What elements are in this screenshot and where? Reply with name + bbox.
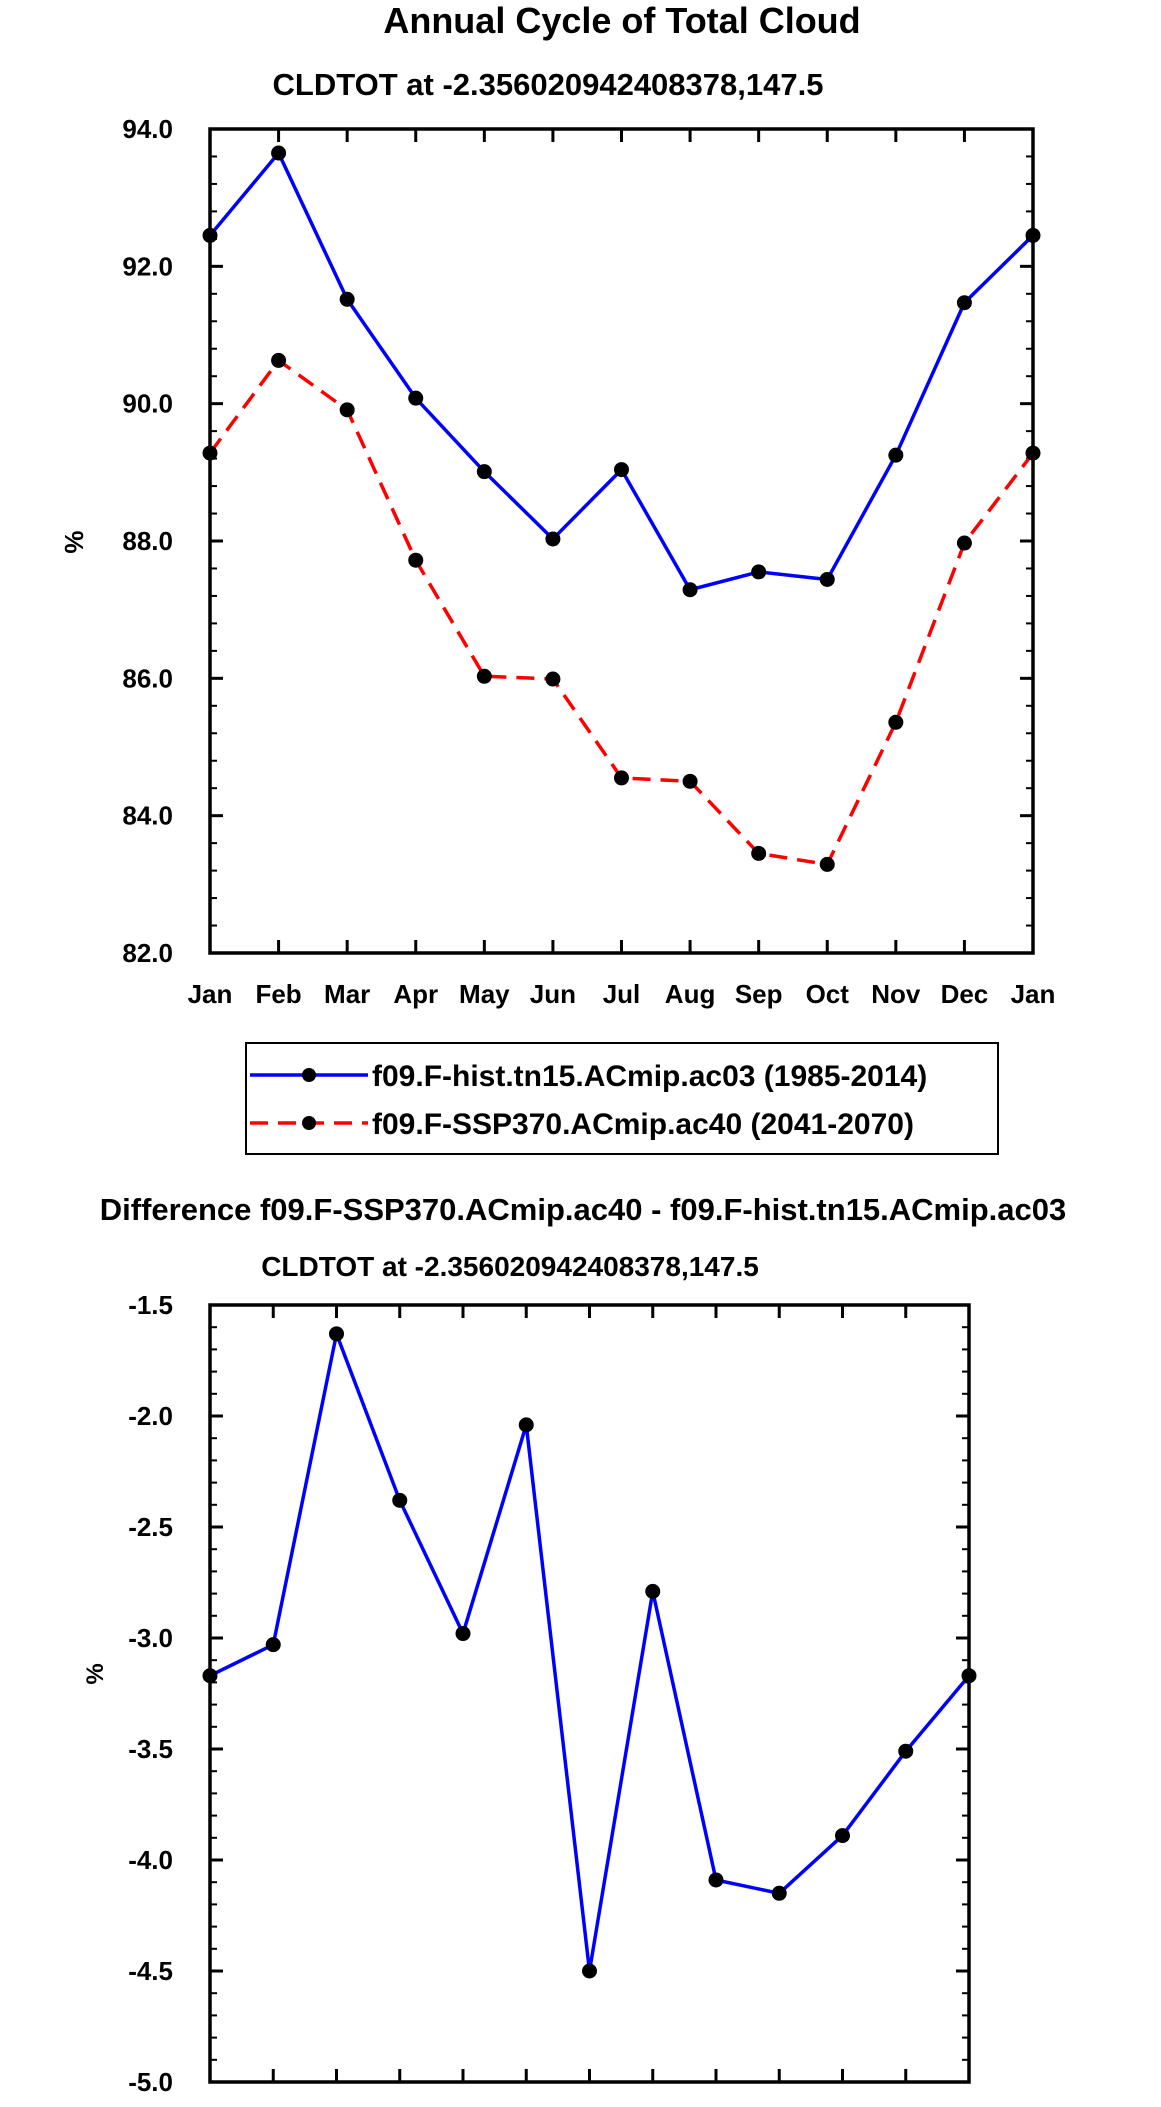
chart2-ticks: JanFebMarAprMayJunJulAugSepOctNovDecJan-… xyxy=(128,1290,971,2097)
y-tick-label: 82.0 xyxy=(122,938,173,968)
x-tick-label: Dec xyxy=(941,979,989,1009)
data-point xyxy=(888,714,904,730)
data-point xyxy=(956,535,972,551)
chart1-subtitle: CLDTOT at -2.356020942408378,147.5 xyxy=(273,67,824,102)
y-tick-label: 86.0 xyxy=(122,663,173,693)
x-tick-label: Feb xyxy=(255,979,301,1009)
data-point xyxy=(265,1637,281,1653)
data-point xyxy=(582,1963,597,1979)
data-point xyxy=(956,295,972,311)
chart1-title: Annual Cycle of Total Cloud xyxy=(383,0,860,41)
x-tick-label: Jan xyxy=(188,979,233,1009)
y-tick-label: -2.0 xyxy=(128,1401,173,1431)
legend-marker-ssp370 xyxy=(302,1116,316,1130)
chart1-y-axis-label: % xyxy=(59,530,89,553)
data-point xyxy=(682,582,698,598)
data-point xyxy=(771,1885,787,1901)
data-point xyxy=(898,1743,914,1759)
data-point xyxy=(614,770,629,786)
x-tick-label: Sep xyxy=(735,979,783,1009)
x-tick-label: Mar xyxy=(324,979,370,1009)
data-point xyxy=(751,564,767,580)
x-tick-label: Jan xyxy=(1011,979,1056,1009)
data-point xyxy=(408,552,424,568)
legend-entry-ssp370: f09.F-SSP370.ACmip.ac40 (2041-2070) xyxy=(250,1108,914,1141)
data-point xyxy=(392,1492,408,1508)
y-tick-label: -3.5 xyxy=(128,1734,173,1764)
y-tick-label: 90.0 xyxy=(122,389,173,419)
y-tick-label: 88.0 xyxy=(122,526,173,556)
x-tick-label: Jun xyxy=(530,979,576,1009)
data-point xyxy=(614,462,629,478)
data-point xyxy=(819,571,835,587)
y-tick-label: -5.0 xyxy=(128,2067,173,2097)
chart1-legend: f09.F-hist.tn15.ACmip.ac03 (1985-2014) f… xyxy=(245,1042,999,1155)
data-point xyxy=(835,1828,850,1844)
data-point xyxy=(819,856,835,872)
y-tick-label: -4.5 xyxy=(128,1956,173,1986)
data-point xyxy=(518,1417,534,1433)
legend-box xyxy=(245,1042,999,1155)
data-point xyxy=(408,390,424,406)
y-tick-label: -2.5 xyxy=(128,1512,173,1542)
legend-entry-hist: f09.F-hist.tn15.ACmip.ac03 (1985-2014) xyxy=(250,1060,927,1093)
data-point xyxy=(645,1583,661,1599)
chart1-ticks: Jan Feb Mar Apr May Jun Jul Aug Sep Oct Nov Dec Jan 8… xyxy=(122,114,1055,1009)
data-point xyxy=(476,668,492,684)
y-tick-label: 84.0 xyxy=(122,801,173,831)
chart1-plot-frame xyxy=(208,127,1035,955)
data-point xyxy=(455,1626,471,1642)
x-tick-label: Aug xyxy=(665,979,716,1009)
data-point xyxy=(339,402,355,418)
data-point xyxy=(682,773,698,789)
y-tick-label: -4.0 xyxy=(128,1845,173,1875)
data-point xyxy=(476,464,492,480)
chart2-title: Difference f09.F-SSP370.ACmip.ac40 - f09… xyxy=(100,1192,1067,1227)
chart2-y-axis-label: % xyxy=(82,1663,109,1684)
data-point xyxy=(545,531,561,547)
chart2-plot-frame xyxy=(208,1303,971,2084)
legend-label-ssp370: f09.F-SSP370.ACmip.ac40 (2041-2070) xyxy=(372,1108,914,1141)
x-tick-label: May xyxy=(459,979,510,1009)
x-tick-label: Nov xyxy=(871,979,921,1009)
y-tick-label: 94.0 xyxy=(122,114,173,144)
x-tick-label: Jul xyxy=(603,979,641,1009)
series-line-1 xyxy=(208,358,1035,867)
series-line-0 xyxy=(209,1332,971,1973)
legend-label-hist: f09.F-hist.tn15.ACmip.ac03 (1985-2014) xyxy=(372,1060,927,1093)
data-point xyxy=(271,145,287,161)
data-point xyxy=(888,447,904,463)
y-tick-label: -3.0 xyxy=(128,1623,173,1653)
difference-chart: Difference f09.F-SSP370.ACmip.ac40 - f09… xyxy=(82,1192,1067,2097)
data-point xyxy=(329,1326,344,1342)
data-point xyxy=(271,352,287,368)
x-tick-label: Oct xyxy=(806,979,850,1009)
x-tick-label: Apr xyxy=(393,979,438,1009)
series-line-0 xyxy=(208,151,1035,592)
chart2-series xyxy=(202,1326,977,1979)
data-point xyxy=(339,291,355,307)
data-point xyxy=(545,671,561,687)
annual-cycle-chart: Annual Cycle of Total Cloud CLDTOT at -2… xyxy=(59,0,1055,1155)
y-tick-label: -1.5 xyxy=(128,1290,173,1320)
data-point xyxy=(708,1872,724,1888)
legend-marker-hist xyxy=(302,1068,316,1082)
y-tick-label: 92.0 xyxy=(122,251,173,281)
data-point xyxy=(751,845,767,861)
chart1-series xyxy=(202,145,1041,872)
chart2-subtitle: CLDTOT at -2.356020942408378,147.5 xyxy=(261,1251,759,1282)
